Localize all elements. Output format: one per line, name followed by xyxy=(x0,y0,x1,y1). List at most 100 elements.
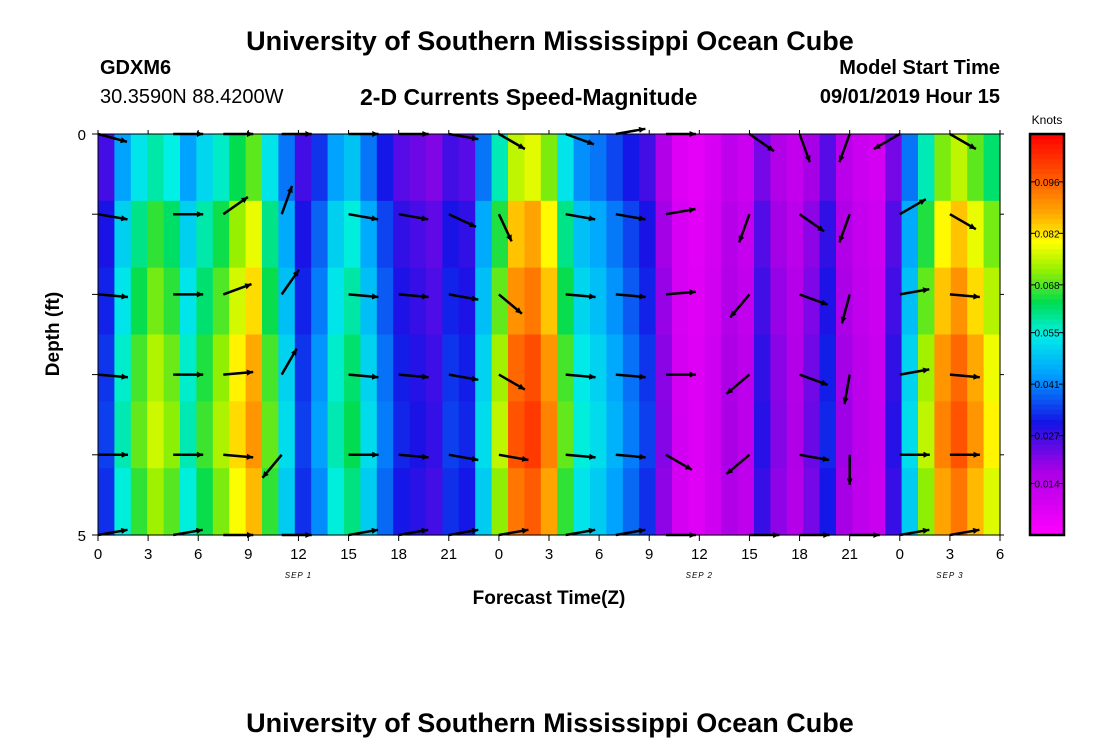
heatmap-cell xyxy=(639,267,657,336)
current-vector-arrow xyxy=(173,451,204,458)
colorbar-segment xyxy=(1030,364,1064,371)
heatmap-cell xyxy=(852,468,870,536)
current-vector-arrow xyxy=(448,132,479,142)
heatmap-cell xyxy=(934,267,952,336)
heatmap-cell xyxy=(245,468,263,536)
arrow-head xyxy=(639,453,646,460)
heatmap-cell xyxy=(721,468,739,536)
arrow-head xyxy=(371,293,379,300)
heatmap-cell xyxy=(622,200,640,269)
colorbar-segment xyxy=(1030,519,1064,526)
heatmap-cell xyxy=(393,267,411,336)
heatmap-cell xyxy=(737,267,755,336)
arrow-head xyxy=(820,379,828,386)
y-axis: 05 xyxy=(78,127,1004,545)
arrow-head xyxy=(773,532,780,538)
heatmap-cell xyxy=(672,134,689,202)
colorbar-segment xyxy=(1030,334,1064,341)
current-vector-arrow xyxy=(665,532,696,538)
heatmap-cell xyxy=(196,468,214,536)
current-vector-arrow xyxy=(899,287,930,296)
current-vector-arrow xyxy=(173,211,204,218)
colorbar-segment xyxy=(1030,369,1064,376)
arrow-head xyxy=(120,137,127,144)
heatmap-cell xyxy=(803,334,821,402)
arrow-head xyxy=(922,527,930,534)
date-label: SEP 2 xyxy=(686,571,713,580)
arrow-head xyxy=(838,155,845,163)
arrow-head xyxy=(726,387,734,394)
current-vector-arrow xyxy=(348,293,379,300)
current-vector-arrow xyxy=(738,213,751,243)
heatmap-cell xyxy=(540,267,558,336)
colorbar-segment xyxy=(1030,374,1064,381)
heatmap-cell xyxy=(950,401,968,469)
heatmap-cell xyxy=(573,401,591,469)
heatmap-cell xyxy=(180,134,197,202)
current-vector-arrow xyxy=(799,293,829,306)
arrow-head xyxy=(684,464,692,470)
heatmap-cell xyxy=(180,334,197,402)
heatmap-cell xyxy=(262,334,279,402)
current-vector-arrow xyxy=(280,185,294,215)
heatmap-cell xyxy=(212,468,230,536)
heatmap-cell xyxy=(737,134,755,202)
heatmap-cell xyxy=(245,334,263,402)
arrow-head xyxy=(372,131,379,137)
arrow-head xyxy=(588,215,596,222)
heatmap-cell xyxy=(262,468,279,536)
heatmap-cell xyxy=(114,200,132,269)
heatmap-cell xyxy=(327,200,345,269)
x-axis: 0 3 6 9 12 15 18 21 0 3 6 9 12 15 18 21 0 3 6 SEP 1 SEP 2 SEP… xyxy=(94,130,1004,580)
heatmap-cell xyxy=(852,401,870,469)
arrow-head xyxy=(422,373,429,380)
heatmap-cell xyxy=(212,401,230,469)
footer-title: University of Southern Mississippi Ocean… xyxy=(246,708,854,738)
heatmap-cell xyxy=(557,468,575,536)
heatmap-cell xyxy=(491,468,509,536)
heatmap-cell xyxy=(294,134,312,202)
current-vector-arrow xyxy=(899,451,930,458)
arrow-head xyxy=(421,527,429,534)
arrow-head xyxy=(240,197,248,204)
heatmap-cell xyxy=(885,401,903,469)
heatmap-cell xyxy=(590,200,607,269)
heatmap-cell xyxy=(442,401,460,469)
arrow-head xyxy=(262,471,269,478)
heatmap-cell xyxy=(491,134,509,202)
arrow-head xyxy=(422,293,429,300)
heatmap-cell xyxy=(754,334,771,402)
arrow-head xyxy=(968,223,976,230)
heatmap-cell xyxy=(376,200,394,269)
heatmap-cell xyxy=(606,267,624,336)
heatmap-cell xyxy=(786,134,804,202)
heatmap-cell xyxy=(901,468,919,536)
heatmap-cell xyxy=(491,334,509,402)
current-vector-arrow xyxy=(398,527,429,537)
heatmap-cell xyxy=(458,334,476,402)
current-vector-arrow xyxy=(398,293,429,300)
arrow-head xyxy=(922,287,930,294)
heatmap-cell xyxy=(442,334,460,402)
colorbar-segment xyxy=(1030,199,1064,205)
heatmap-cell xyxy=(573,468,591,536)
heatmap-cell xyxy=(557,200,575,269)
heatmap-cell xyxy=(639,401,657,469)
heatmap-cell xyxy=(147,267,165,336)
heatmap-cell xyxy=(967,267,985,336)
colorbar-segment xyxy=(1030,464,1064,471)
heatmap-cell xyxy=(885,468,903,536)
heatmap-cell xyxy=(344,134,361,202)
heatmap-cell xyxy=(311,334,329,402)
colorbar-segment xyxy=(1030,214,1064,220)
heatmap-cell xyxy=(688,267,706,336)
heatmap-cell xyxy=(770,468,788,536)
arrow-head xyxy=(726,467,734,475)
heatmap-cell xyxy=(278,267,296,336)
heatmap-cell xyxy=(163,267,181,336)
heatmap-cell xyxy=(852,334,870,402)
heatmap-cell xyxy=(901,200,919,269)
current-vector-arrow xyxy=(949,213,977,231)
heatmap-cell xyxy=(475,267,493,336)
heatmap-cell xyxy=(688,200,706,269)
